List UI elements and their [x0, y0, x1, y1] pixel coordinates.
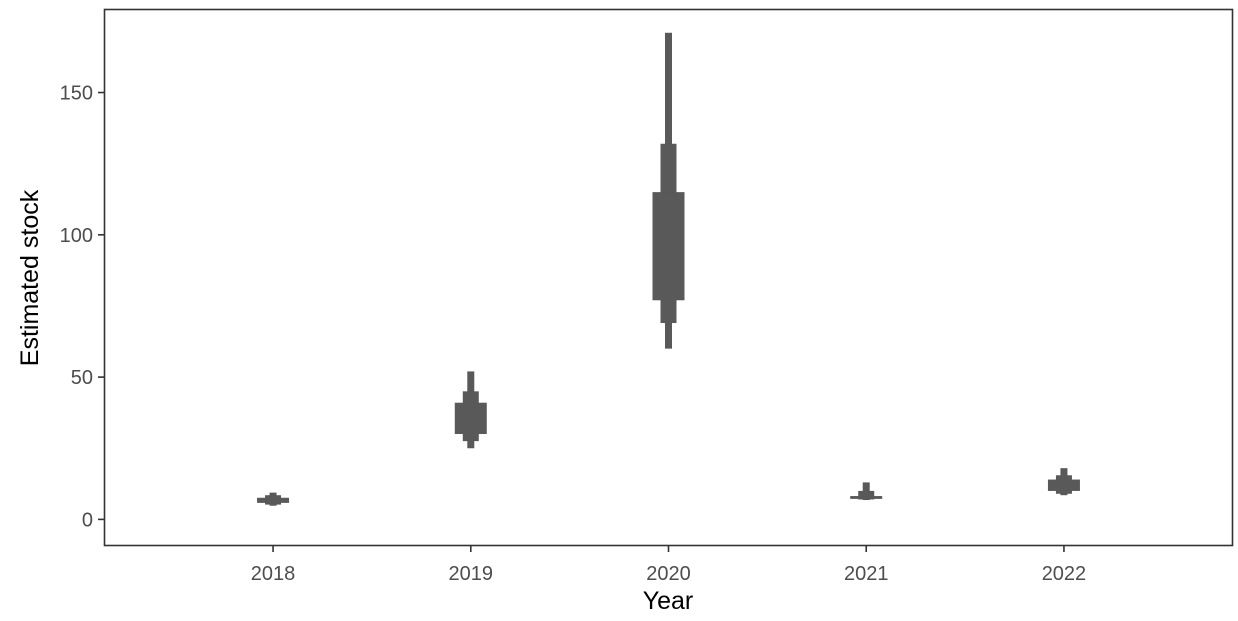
x-tick-label: 2018 — [251, 563, 296, 585]
x-axis-title: Year — [643, 587, 694, 615]
interval-wide-2020 — [652, 192, 685, 301]
y-tick-label: 100 — [60, 225, 93, 247]
interval-wide-2022 — [1047, 479, 1080, 491]
x-tick-label: 2020 — [646, 563, 691, 585]
x-tick-label: 2022 — [1042, 563, 1087, 585]
y-axis-title: Estimated stock — [16, 189, 44, 366]
y-tick-label: 0 — [82, 509, 93, 531]
x-axis: 2018 2019 2020 2021 2022 — [251, 545, 1086, 585]
y-tick-label: 50 — [71, 367, 93, 389]
y-axis: 0 50 100 150 — [60, 83, 105, 531]
plot-panel-border — [103, 8, 1234, 547]
interval-marks — [257, 32, 1080, 506]
interval-wide-2019 — [454, 402, 487, 435]
interval-wide-2018 — [257, 497, 290, 503]
interval-mid-2021 — [858, 490, 875, 500]
x-tick-label: 2019 — [449, 563, 494, 585]
interval-wide-2021 — [850, 496, 883, 499]
x-tick-label: 2021 — [844, 563, 889, 585]
y-tick-label: 150 — [60, 83, 93, 105]
